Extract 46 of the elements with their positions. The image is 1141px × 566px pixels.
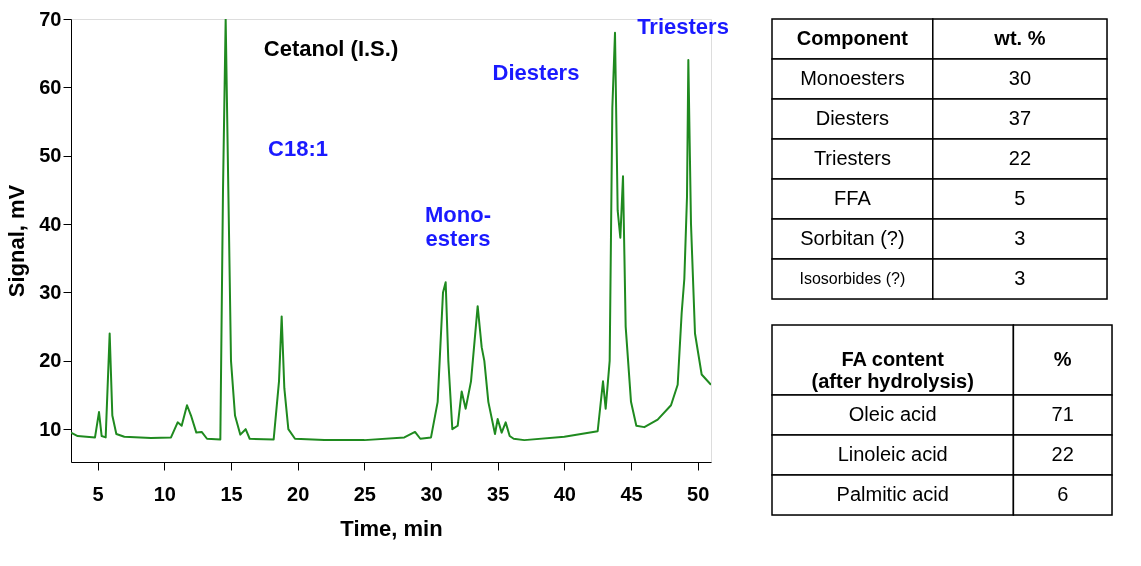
annotation: Triesters: [637, 14, 729, 39]
category-label: FFA: [834, 187, 872, 209]
x-tick-label: 35: [487, 482, 510, 505]
data-label: 22: [1051, 443, 1074, 465]
x-tick-label: 50: [687, 482, 710, 505]
category-label: Sorbitan (?): [800, 227, 905, 249]
x-tick-label: 15: [220, 482, 243, 505]
y-tick-label: 10: [39, 417, 62, 440]
category-label: Oleic acid: [848, 403, 937, 425]
x-tick-label: 5: [92, 482, 104, 505]
data-label: 30: [1008, 67, 1032, 89]
category-label: Palmitic acid: [836, 483, 949, 505]
x-tick-label: 40: [553, 482, 576, 505]
text: Component: [796, 27, 909, 49]
y-tick-label: 60: [39, 75, 62, 98]
x-tick-label: 30: [420, 482, 443, 505]
x-tick-label: 10: [153, 482, 176, 505]
text: %: [1053, 348, 1072, 370]
y-tick-label: 70: [39, 7, 62, 30]
data-label: 37: [1008, 107, 1032, 129]
text: FA content (after hydrolysis): [811, 348, 974, 392]
category-label: Diesters: [815, 107, 890, 129]
x-tick-label: 45: [620, 482, 643, 505]
x-tick-label: 20: [287, 482, 310, 505]
annotation: C18:1: [268, 136, 328, 161]
y-tick-label: 30: [39, 280, 62, 303]
category-label: Isosorbides (?): [799, 270, 906, 287]
y-axis-title: Signal, mV: [4, 184, 30, 298]
text: wt. %: [993, 27, 1046, 49]
data-label: 3: [1014, 267, 1026, 289]
data-label: 71: [1051, 403, 1074, 425]
data-label: 22: [1008, 147, 1032, 169]
data-label: 6: [1057, 483, 1069, 505]
data-label: 5: [1014, 187, 1026, 209]
y-tick-label: 40: [39, 212, 62, 235]
x-tick-label: 25: [353, 482, 376, 505]
annotation: Diesters: [492, 60, 580, 85]
category-label: Triesters: [813, 147, 891, 169]
annotation: Mono- esters: [425, 202, 491, 251]
annotation: Cetanol (I.S.): [263, 36, 399, 61]
category-label: Linoleic acid: [837, 443, 948, 465]
y-tick-label: 20: [39, 349, 62, 372]
x-axis-title: Time, min: [340, 515, 443, 541]
category-label: Monoesters: [800, 67, 905, 89]
data-label: 3: [1014, 227, 1026, 249]
y-tick-label: 50: [39, 144, 62, 167]
